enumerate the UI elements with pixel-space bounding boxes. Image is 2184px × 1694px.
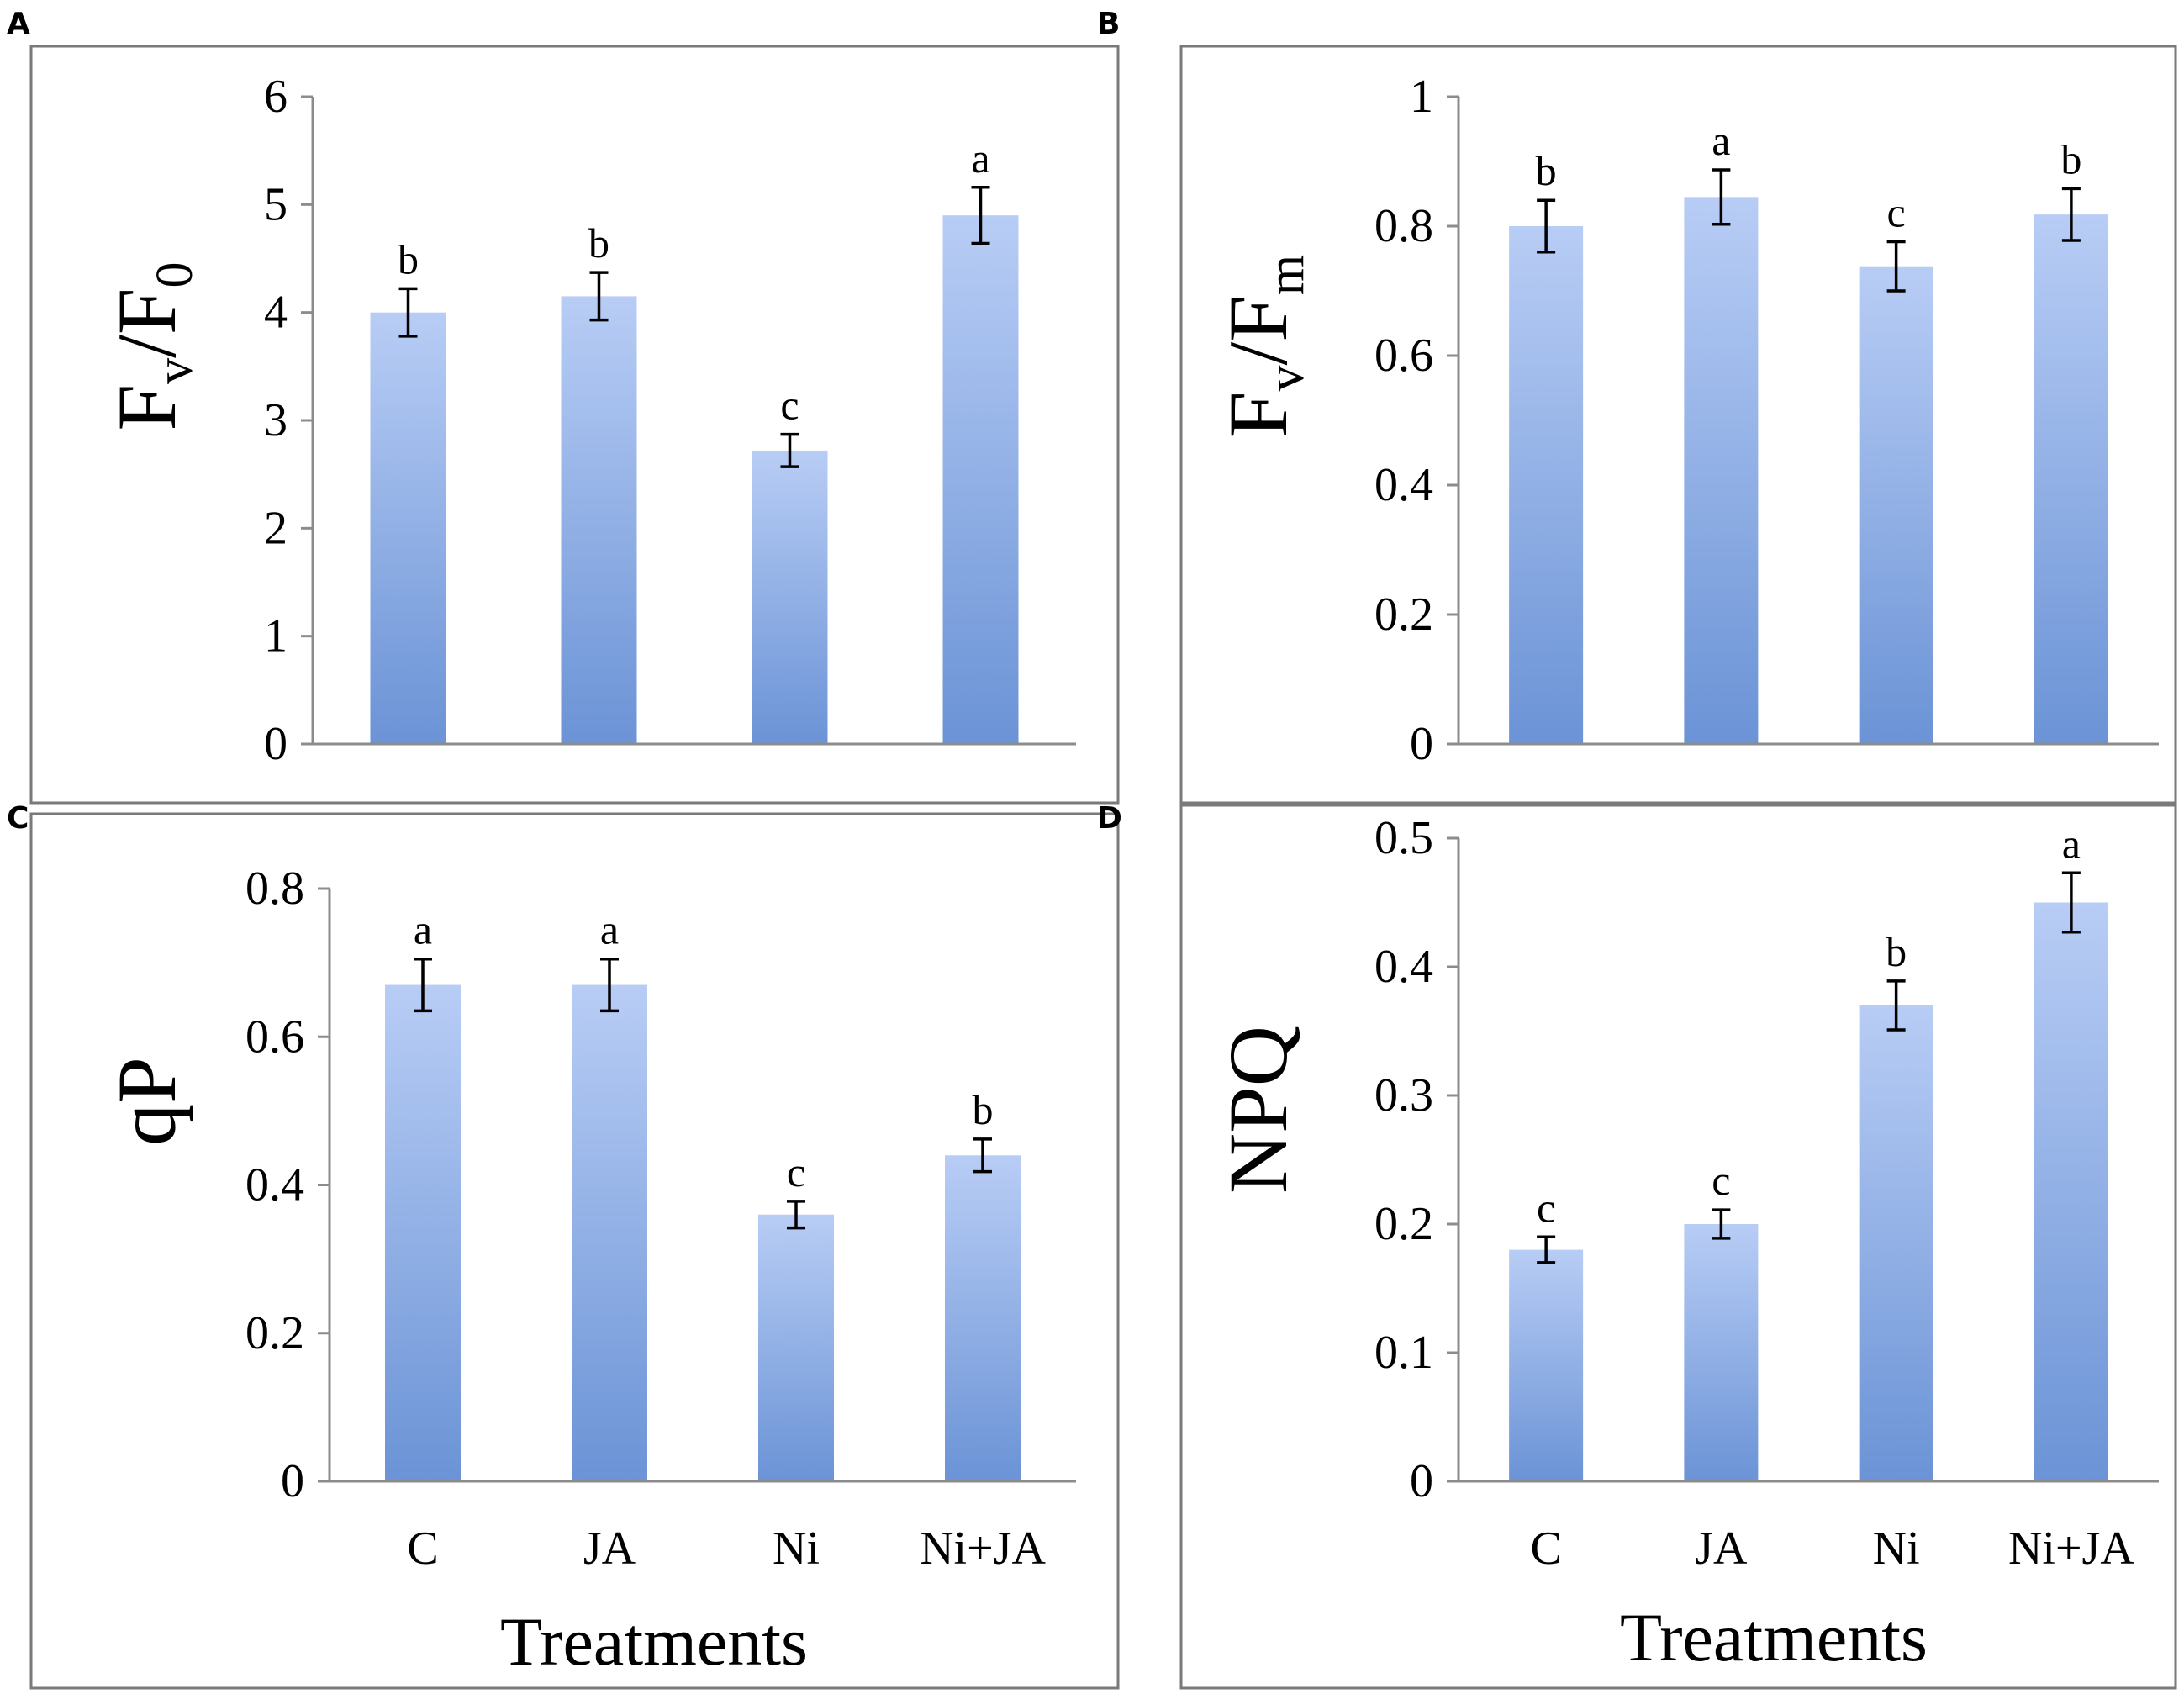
y-tick-label: 0.8 [245, 863, 304, 915]
x-axis-title: Treatments [1620, 1599, 1928, 1676]
y-tick-label: 0.4 [1374, 941, 1433, 993]
x-category-label: Ni [773, 1522, 820, 1575]
significance-letter: b [588, 219, 609, 267]
panel-a: A Fv/F0 0 1 2 3 4 5 6 b b c a [7, 7, 1120, 805]
panel-frame [29, 45, 1120, 805]
bar-ni [752, 450, 828, 744]
panel-label: C [7, 801, 29, 836]
y-tick-label: 0 [1410, 718, 1433, 770]
y-axis-title: NPQ [1211, 1026, 1305, 1194]
panel-frame [1179, 804, 2177, 1690]
significance-letter: a [1712, 117, 1730, 164]
error-bar [787, 1200, 805, 1230]
bar-c [1509, 1249, 1584, 1481]
significance-letter: b [1536, 147, 1557, 194]
significance-letter: c [1887, 188, 1906, 235]
panel-d: D NPQ 0 0.1 0.2 0.3 0.4 0.5 c c b a C JA Ni Ni+JA T… [1097, 801, 2177, 1690]
y-tick-label: 6 [264, 71, 288, 123]
y-tick-label: 0.2 [1374, 1198, 1433, 1250]
significance-letter: b [2060, 135, 2081, 182]
bar-ja [572, 984, 647, 1481]
x-category-label: JA [583, 1522, 636, 1575]
error-bar [1712, 1208, 1731, 1240]
error-bar [1886, 240, 1906, 293]
bar-ni [1859, 266, 1933, 744]
y-tick-label: 5 [264, 178, 288, 230]
bar-ni-plus-ja [2034, 214, 2108, 744]
significance-letter: b [398, 235, 419, 282]
bar-ni [758, 1214, 834, 1481]
y-tick-label: 0 [264, 718, 288, 770]
error-bar [780, 432, 799, 468]
error-bar [971, 186, 990, 245]
significance-letter: a [2062, 820, 2081, 867]
error-bar [1712, 168, 1731, 226]
y-tick-label: 0.4 [1374, 459, 1433, 511]
x-category-label: JA [1695, 1522, 1748, 1575]
y-tick-label: 4 [264, 287, 288, 339]
y-axis-title: Fv/F0 [100, 261, 203, 430]
error-bar [600, 957, 619, 1013]
y-tick-label: 0.3 [1374, 1069, 1433, 1121]
significance-letter: a [600, 906, 619, 953]
error-bar [398, 287, 418, 338]
x-category-label: C [1530, 1522, 1561, 1575]
x-category-label: Ni+JA [920, 1522, 1046, 1575]
error-bar [1886, 979, 1906, 1032]
bar-ni-plus-ja [942, 215, 1019, 745]
x-category-label: Ni+JA [2008, 1522, 2134, 1575]
significance-letter: c [780, 382, 799, 429]
x-category-label: Ni [1873, 1522, 1920, 1575]
bar-ja [1684, 197, 1759, 745]
error-bar [973, 1137, 992, 1174]
y-tick-label: 2 [264, 502, 288, 554]
error-bar [1537, 1235, 1556, 1264]
bar-ni [1859, 1005, 1933, 1481]
panel-label: B [1097, 7, 1120, 41]
bar-ja [1684, 1224, 1759, 1481]
x-axis-title: Treatments [500, 1603, 808, 1680]
bar-c [370, 312, 446, 745]
y-tick-label: 0.8 [1374, 200, 1433, 252]
panel-frame [1179, 45, 2177, 805]
significance-letter: a [971, 135, 989, 182]
significance-letter: c [787, 1148, 805, 1195]
significance-letter: c [1712, 1157, 1730, 1204]
y-tick-label: 0.5 [1374, 812, 1433, 864]
error-bar [1537, 198, 1556, 254]
error-bar [414, 957, 432, 1013]
y-tick-label: 0 [1410, 1455, 1433, 1507]
y-tick-label: 0.2 [245, 1307, 304, 1359]
panel-frame [29, 812, 1120, 1690]
y-tick-label: 0.1 [1374, 1327, 1433, 1379]
y-tick-label: 3 [264, 394, 288, 446]
error-bar [2061, 871, 2081, 934]
y-tick-label: 0.4 [245, 1159, 304, 1211]
y-tick-label: 0.2 [1374, 588, 1433, 641]
bar-ja [561, 296, 637, 745]
y-axis-title: qP [100, 1057, 193, 1146]
bar-c [385, 984, 461, 1481]
y-axis-title: Fv/Fm [1211, 255, 1315, 438]
significance-letter: b [973, 1086, 994, 1133]
significance-letter: c [1537, 1184, 1555, 1231]
x-category-label: C [407, 1522, 438, 1575]
significance-letter: a [414, 906, 432, 953]
y-tick-label: 1 [264, 610, 288, 662]
significance-letter: b [1886, 928, 1907, 975]
panel-c: C qP 0 0.2 0.4 0.6 0.8 a a c b C JA Ni Ni+JA Treat… [7, 801, 1120, 1690]
panel-label: D [1097, 801, 1122, 836]
panel-label: A [7, 7, 30, 41]
y-tick-label: 0.6 [1374, 330, 1433, 382]
bar-c [1509, 226, 1584, 744]
error-bar [589, 271, 609, 322]
panel-b: B Fv/Fm 0 0.2 0.4 0.6 0.8 1 b a c b [1097, 7, 2177, 805]
bar-ni-plus-ja [2034, 902, 2108, 1481]
y-tick-label: 1 [1410, 71, 1433, 123]
y-tick-label: 0 [281, 1455, 304, 1507]
error-bar [2061, 187, 2081, 242]
bar-ni-plus-ja [945, 1155, 1021, 1481]
y-tick-label: 0.6 [245, 1011, 304, 1063]
